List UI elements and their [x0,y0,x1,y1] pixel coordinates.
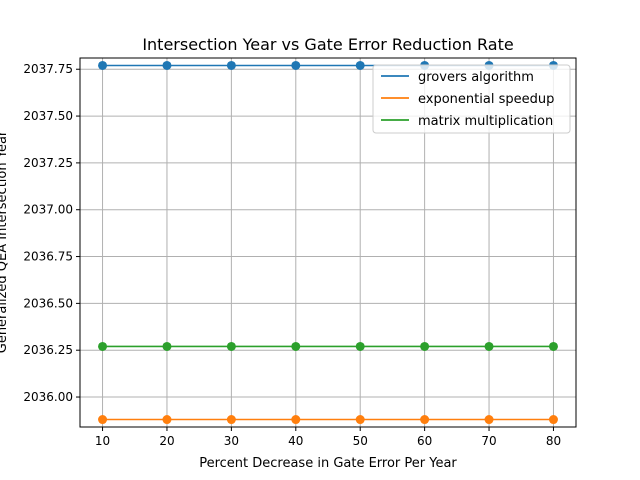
x-tick-label: 50 [353,434,368,448]
series-point-3 [98,341,108,351]
series-point-3 [355,341,365,351]
legend-label: grovers algorithm [418,70,534,85]
x-tick-label: 10 [95,434,110,448]
legend-box [372,64,571,134]
legend-label: matrix multiplication [418,114,553,129]
series-point-2 [291,415,301,425]
y-tick-label: 2037.00 [23,203,73,217]
series-point-1 [226,60,236,70]
plot-series [98,60,558,425]
series-point-2 [355,415,365,425]
axis-ticks: 10 20 30 40 50 60 70 80 2036.00 2036.25 2036.50 203… [23,62,561,448]
legend: grovers algorithm exponential speedup matr… [372,64,571,134]
y-tick-label: 2037.50 [23,109,73,123]
series-point-3 [226,341,236,351]
plot-frame [79,57,577,428]
series-point-3 [420,341,430,351]
x-axis-label: Percent Decrease in Gate Error Per Year [199,456,457,471]
series-point-1 [291,60,301,70]
y-tick-label: 2037.75 [23,62,73,76]
series-point-3 [162,341,172,351]
chart-title: Intersection Year vs Gate Error Reductio… [142,35,513,54]
x-tick-label: 20 [159,434,174,448]
legend-label: exponential speedup [418,92,554,107]
series-point-2 [484,415,494,425]
series-point-2 [226,415,236,425]
series-point-2 [162,415,172,425]
series-point-1 [162,60,172,70]
y-tick-label: 2036.00 [23,390,73,404]
y-axis-label: Generalized QEA Intersection Year [0,130,10,353]
series-point-1 [355,60,365,70]
x-tick-label: 60 [417,434,432,448]
series-point-3 [291,341,301,351]
series-point-3 [484,341,494,351]
y-tick-label: 2036.75 [23,250,73,264]
x-tick-label: 80 [546,434,561,448]
y-tick-label: 2037.25 [23,156,73,170]
x-tick-label: 30 [224,434,239,448]
y-tick-label: 2036.25 [23,343,73,357]
series-point-1 [98,60,108,70]
x-tick-label: 70 [481,434,496,448]
series-point-2 [548,415,558,425]
series-point-3 [548,341,558,351]
series-point-2 [420,415,430,425]
y-tick-label: 2036.50 [23,296,73,310]
x-tick-label: 40 [288,434,303,448]
series-point-2 [98,415,108,425]
